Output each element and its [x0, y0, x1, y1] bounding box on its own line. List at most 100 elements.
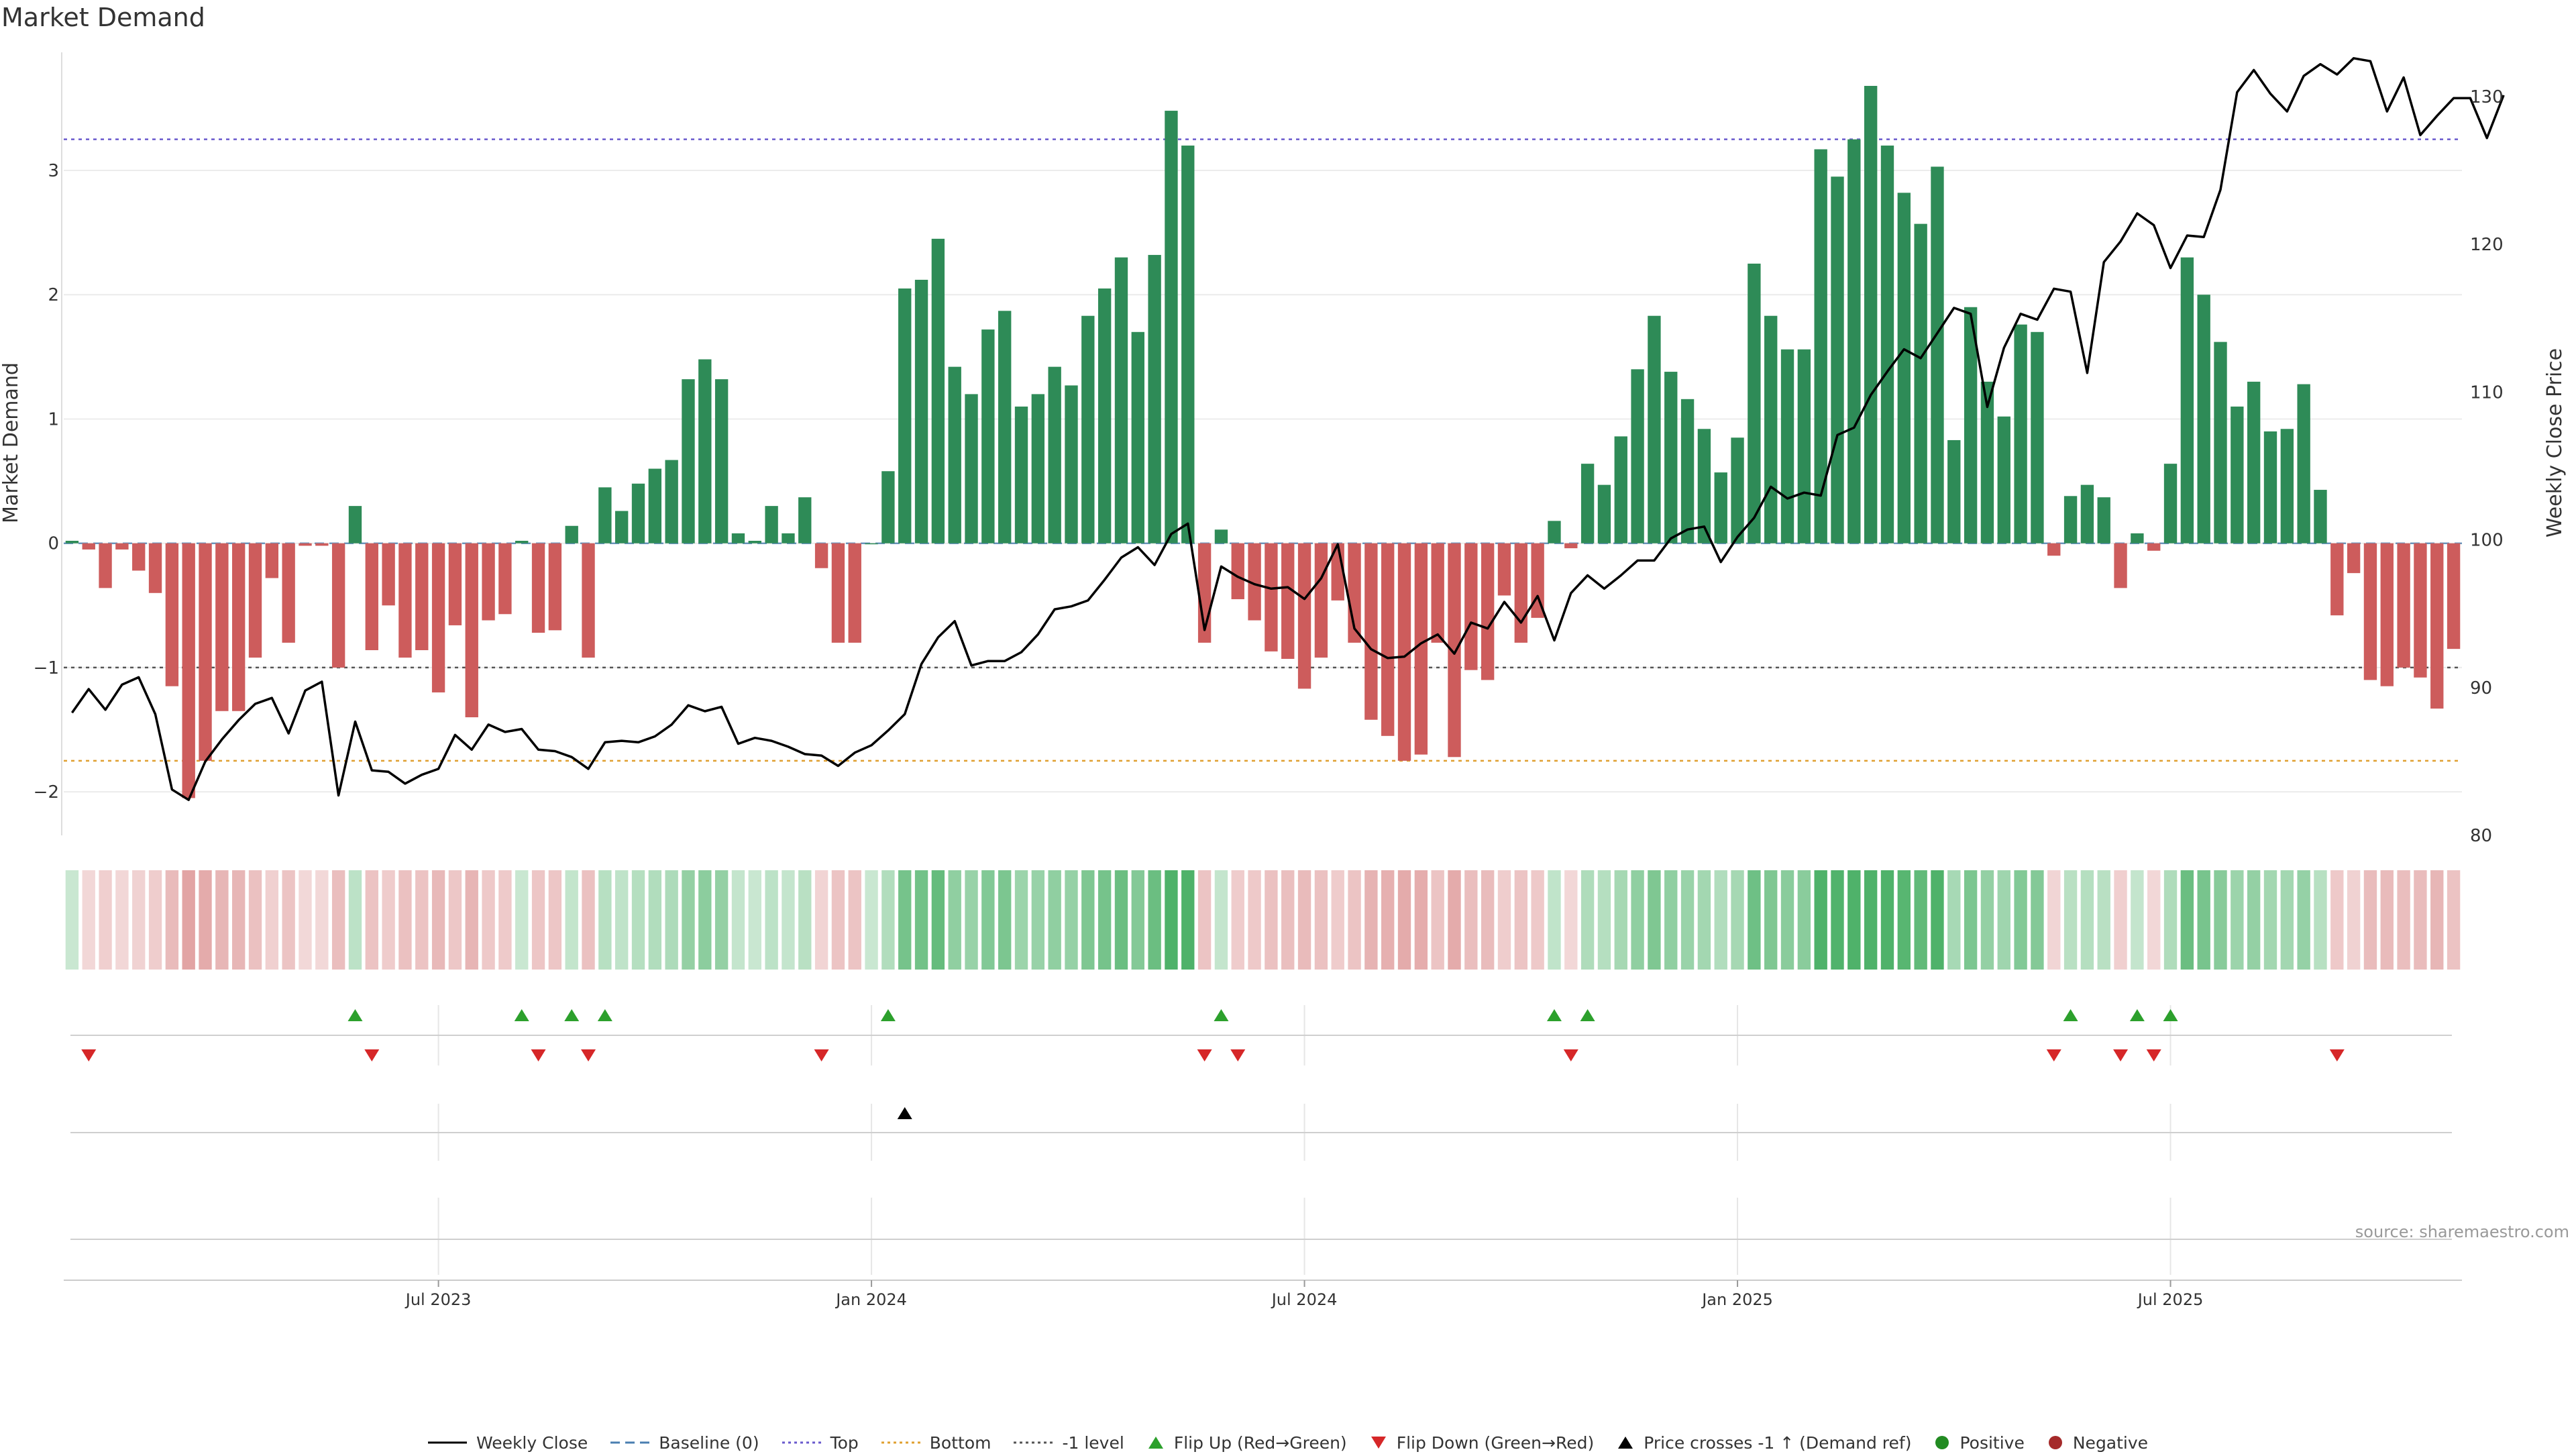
legend-item-negative: Negative [2047, 1433, 2148, 1453]
demand-bar [431, 543, 445, 692]
legend-dotted-line-icon [881, 1435, 920, 1451]
legend-dotted-line-icon [782, 1435, 821, 1451]
demand-bar [1231, 543, 1244, 600]
strip-cell [565, 870, 578, 970]
demand-bar [1731, 437, 1744, 543]
demand-bar [1897, 193, 1911, 543]
strip-cell [2131, 870, 2144, 970]
demand-bar [1048, 366, 1061, 543]
strip-cell [1097, 870, 1112, 970]
reference-lines-layer [64, 138, 2462, 762]
strip-cell [1748, 870, 1761, 970]
demand-bar [531, 543, 545, 633]
strip-cell [2263, 870, 2277, 970]
demand-bar [1397, 543, 1411, 761]
y2-tick-label: 80 [2470, 826, 2492, 846]
strip-cell [1181, 870, 1195, 970]
flip-up-marker [1546, 1009, 1562, 1021]
flip-down-marker [531, 1049, 546, 1061]
demand-bar [598, 487, 612, 543]
y2-tick-label: 100 [2470, 531, 2504, 551]
strip-cell [515, 870, 529, 970]
demand-bar [2214, 342, 2227, 543]
strip-cell [1331, 870, 1344, 970]
flip-up-marker [597, 1009, 612, 1021]
demand-bar [1364, 543, 1378, 720]
strip-cell [1197, 870, 1212, 970]
demand-bar [2297, 384, 2310, 543]
strip-cell [881, 870, 895, 970]
demand-bar [1148, 254, 1161, 543]
flip-down-marker [814, 1049, 829, 1061]
strip-cell [82, 870, 95, 970]
demand-bar [1697, 429, 1711, 543]
strip-cell [1014, 870, 1028, 970]
demand-bar [1764, 315, 1778, 543]
time-axis-layer: Jul 2023 Jan 2024 Jul 2024 Jan 2025 Jul 2025 [64, 1280, 2462, 1309]
demand-bar [1497, 543, 1511, 596]
strip-cell [231, 870, 246, 970]
x-tick-label: Jul 2023 [405, 1290, 472, 1309]
legend-label: Weekly Close [476, 1433, 588, 1453]
strip-cell [65, 870, 79, 970]
strip-cell [998, 870, 1012, 970]
y2-tick-label: 130 [2470, 87, 2504, 107]
dot-icon [1934, 1435, 1950, 1451]
strip-cell [1165, 870, 1178, 970]
strip-cell [1997, 870, 2010, 970]
demand-bars-layer [65, 86, 2461, 798]
demand-bar [2197, 295, 2210, 543]
strip-cell [615, 870, 629, 970]
demand-bar [382, 543, 395, 606]
demand-bar [1880, 145, 1894, 543]
demand-bar [2330, 543, 2344, 616]
demand-bar [1431, 543, 1444, 643]
strip-cell [1897, 870, 1911, 970]
demand-bar [215, 543, 229, 711]
demand-bar [1580, 464, 1595, 543]
demand-bar [1680, 399, 1695, 543]
flip-up-marker [347, 1009, 363, 1021]
strip-cell [2063, 870, 2078, 970]
demand-bar [2347, 543, 2361, 574]
strip-cell [665, 870, 678, 970]
demand-bar [2131, 533, 2144, 543]
demand-bar [315, 543, 329, 546]
y-tick-label: 1 [48, 409, 59, 429]
demand-bar [948, 366, 961, 543]
demand-bar [1614, 436, 1627, 543]
legend-label: Price crosses -1 ↑ (Demand ref) [1644, 1433, 1912, 1453]
strip-cell [448, 870, 462, 970]
demand-bar [782, 533, 795, 543]
strip-cell [1980, 870, 1994, 970]
strip-cell [682, 870, 695, 970]
flip-up-marker [564, 1009, 580, 1021]
strip-cell [1648, 870, 1661, 970]
demand-bar [1648, 315, 1661, 543]
demand-bar [1548, 521, 1561, 543]
demand-bar [1748, 263, 1761, 543]
strip-cell [1764, 870, 1778, 970]
strip-cell [1780, 870, 1794, 970]
strip-cell [1431, 870, 1444, 970]
strip-cell [2031, 870, 2044, 970]
flip-down-marker [2113, 1049, 2129, 1061]
demand-bar [1714, 472, 1727, 543]
flip-up-marker [514, 1009, 529, 1021]
demand-bar [615, 511, 629, 543]
demand-bar [2114, 543, 2127, 588]
strip-cell [1514, 870, 1527, 970]
demand-bar [1564, 543, 1578, 549]
demand-bar [1814, 149, 1827, 543]
flip-down-marker [2146, 1049, 2161, 1061]
strip-cell [1114, 870, 1128, 970]
demand-bar [1081, 315, 1095, 543]
demand-bar [148, 543, 162, 593]
demand-bar [2163, 464, 2178, 543]
strip-cell [582, 870, 595, 970]
flip-up-marker [2063, 1009, 2078, 1021]
legend-label: Bottom [929, 1433, 991, 1453]
strip-cell [299, 870, 312, 970]
demand-bar [165, 543, 179, 686]
demand-bar [981, 329, 995, 543]
